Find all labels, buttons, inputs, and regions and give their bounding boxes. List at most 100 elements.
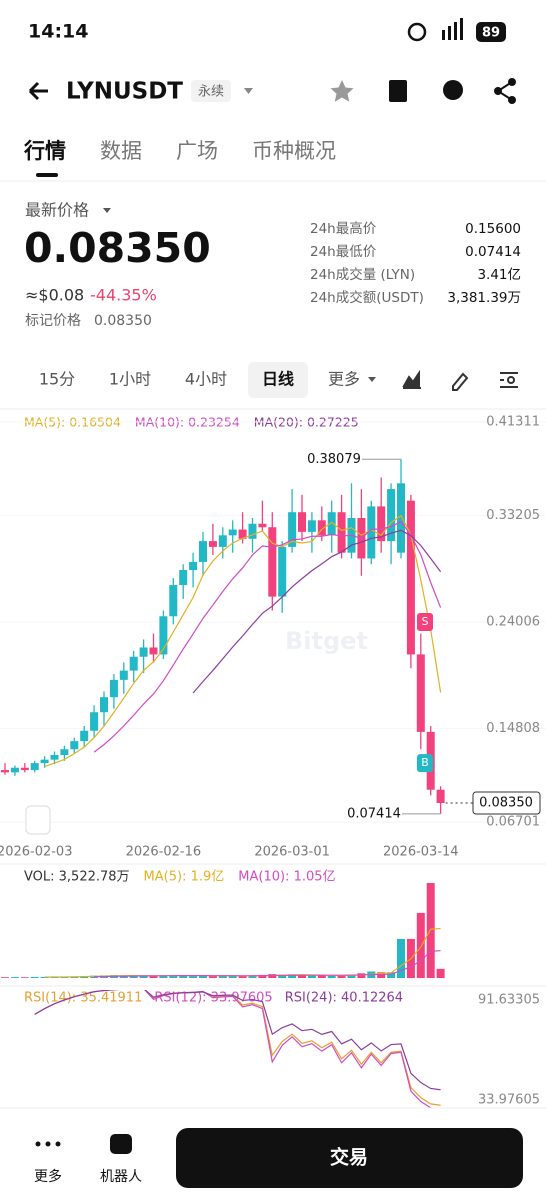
volume-bar — [179, 975, 188, 978]
interval[interactable]: 1小时 — [109, 370, 151, 389]
volume-bar — [139, 975, 148, 978]
tab-underline — [36, 173, 58, 177]
volume-bar — [377, 972, 386, 978]
volume-bar — [258, 974, 267, 978]
stat-value: 0.07414 — [465, 244, 521, 260]
mark-label: 标记价格 — [25, 313, 81, 329]
candle-body — [189, 561, 198, 571]
candle-body — [317, 520, 326, 536]
candle-body — [278, 546, 287, 597]
candle-body — [268, 527, 277, 597]
tab[interactable]: 行情 — [23, 139, 66, 163]
dropdown[interactable] — [368, 377, 376, 382]
volume-bar — [20, 977, 29, 978]
candle-body — [169, 585, 178, 617]
volume-bar — [238, 976, 247, 978]
y-tick-label: 0.06701 — [486, 815, 540, 830]
back-button[interactable] — [28, 81, 48, 101]
volume-bar — [228, 975, 237, 978]
candle-body — [159, 616, 168, 655]
volume-bar — [159, 975, 168, 978]
ma-line — [93, 520, 442, 753]
rsi-line — [34, 990, 441, 1091]
volume-bar — [129, 975, 138, 978]
candle-body — [109, 679, 118, 698]
volume-bar — [199, 975, 207, 978]
rsi-tick-label: 33.97605 — [478, 1093, 540, 1108]
tab[interactable]: 广场 — [176, 139, 218, 163]
trade-marker — [417, 613, 433, 632]
footer-bot[interactable]: 机器人 — [100, 1169, 142, 1185]
interval[interactable]: 4小时 — [185, 370, 227, 389]
trade-marker-label: B — [421, 756, 429, 769]
vol-legend: VOL: 3,522.78万 — [24, 870, 130, 885]
volume-bar — [288, 974, 297, 978]
candle-body — [416, 654, 425, 732]
volume-bar — [317, 975, 326, 978]
interval[interactable]: 15分 — [39, 370, 75, 389]
candle-body — [387, 489, 396, 542]
candle-body — [139, 647, 148, 657]
interval-selected — [248, 362, 308, 398]
trade-marker-label: S — [422, 615, 429, 628]
candle-body — [100, 697, 108, 713]
vol-ma-line — [94, 950, 441, 978]
alert[interactable] — [443, 80, 463, 100]
trade-marker — [417, 754, 433, 773]
rsi-legend: RSI(14): 35.41911 — [24, 991, 142, 1006]
rsi-legend: RSI(24): 40.12264 — [285, 991, 403, 1006]
volume-bar — [218, 975, 227, 978]
candles — [1, 459, 445, 814]
tool-icons[interactable] — [402, 369, 518, 391]
change: -44.35% — [90, 286, 157, 305]
volume-bar — [387, 972, 396, 978]
candle-body — [60, 749, 69, 756]
clock: 14:14 — [28, 21, 88, 43]
volume-bar — [397, 938, 405, 978]
volume-bar — [10, 977, 19, 978]
high-label: 0.38079 — [307, 452, 361, 467]
usd-price: ≈$0.08 — [25, 286, 84, 305]
stat-label: 24h最低价 — [310, 244, 377, 260]
footer-more[interactable]: 更多 — [34, 1168, 62, 1185]
trade-button[interactable] — [176, 1128, 523, 1188]
candle-body — [40, 759, 49, 764]
mark-price: 0.08350 — [94, 313, 152, 329]
candle-body — [50, 755, 59, 760]
dropdown[interactable] — [103, 208, 111, 213]
dropdown[interactable] — [244, 88, 253, 94]
rsi-line — [34, 990, 441, 1106]
candle-body — [337, 512, 346, 553]
last-price-box — [472, 791, 541, 815]
tag-bg — [191, 80, 231, 102]
candle-body — [20, 767, 29, 771]
interval[interactable]: 更多 — [328, 370, 360, 389]
favorite[interactable] — [330, 80, 354, 102]
candle-body — [327, 512, 336, 536]
volume-bar — [119, 975, 128, 978]
notes[interactable] — [389, 80, 407, 102]
stat-value: 3.41亿 — [477, 267, 521, 283]
candle-body — [397, 483, 405, 553]
tab[interactable]: 币种概况 — [252, 139, 336, 163]
y-tick-label: 0.33205 — [486, 508, 540, 523]
ma-line — [192, 529, 442, 694]
tab[interactable]: 数据 — [100, 139, 142, 163]
candle-body — [208, 541, 217, 547]
more-icon[interactable] — [35, 1141, 61, 1147]
vol-legend: MA(5): 1.9亿 — [144, 870, 225, 885]
share[interactable] — [494, 78, 516, 104]
interval[interactable]: 日线 — [262, 370, 294, 389]
vol-legend: MA(10): 1.05亿 — [238, 870, 335, 885]
trade-label[interactable]: 交易 — [330, 1146, 368, 1169]
ma-line — [44, 514, 442, 768]
candle-body — [218, 535, 227, 547]
watermark: Bitget — [285, 627, 368, 655]
volume-bar — [357, 973, 366, 978]
resize-button[interactable] — [25, 805, 51, 835]
bot-icon[interactable] — [110, 1134, 132, 1154]
stat-value: 3,381.39万 — [447, 290, 521, 306]
candle-body — [90, 712, 99, 731]
stat-label: 24h成交额(USDT) — [310, 289, 424, 306]
